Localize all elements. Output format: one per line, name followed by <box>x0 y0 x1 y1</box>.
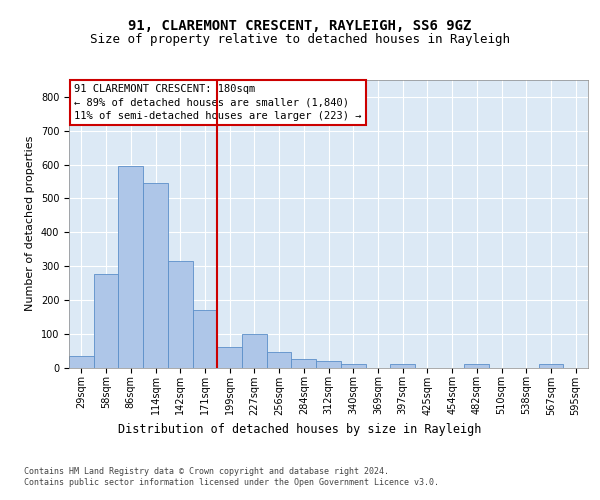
Bar <box>292 359 316 368</box>
Bar <box>118 166 143 368</box>
Bar <box>267 352 292 368</box>
Bar <box>193 310 217 368</box>
Text: 91 CLAREMONT CRESCENT: 180sqm
← 89% of detached houses are smaller (1,840)
11% o: 91 CLAREMONT CRESCENT: 180sqm ← 89% of d… <box>74 84 362 120</box>
Bar <box>390 364 415 368</box>
Text: Size of property relative to detached houses in Rayleigh: Size of property relative to detached ho… <box>90 32 510 46</box>
Bar <box>316 360 341 368</box>
Y-axis label: Number of detached properties: Number of detached properties <box>25 136 35 312</box>
Bar <box>168 261 193 368</box>
Bar <box>539 364 563 368</box>
Bar <box>143 183 168 368</box>
Bar <box>217 347 242 368</box>
Text: 91, CLAREMONT CRESCENT, RAYLEIGH, SS6 9GZ: 91, CLAREMONT CRESCENT, RAYLEIGH, SS6 9G… <box>128 19 472 33</box>
Text: Distribution of detached houses by size in Rayleigh: Distribution of detached houses by size … <box>118 422 482 436</box>
Text: Contains HM Land Registry data © Crown copyright and database right 2024.
Contai: Contains HM Land Registry data © Crown c… <box>24 468 439 487</box>
Bar <box>69 356 94 368</box>
Bar <box>242 334 267 368</box>
Bar <box>464 364 489 368</box>
Bar <box>341 364 365 368</box>
Bar <box>94 274 118 368</box>
